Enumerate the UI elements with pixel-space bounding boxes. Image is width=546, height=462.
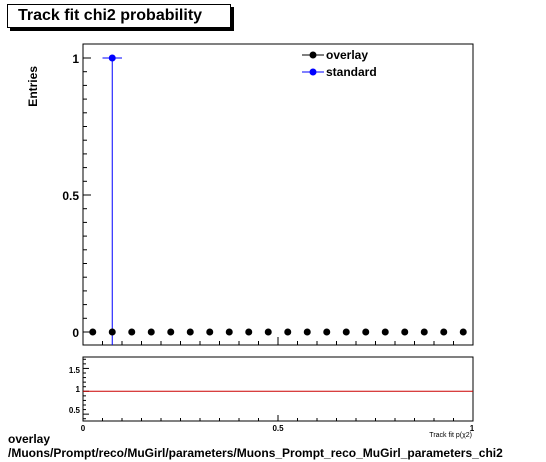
overlay-point [147, 328, 155, 336]
legend-label-overlay: overlay [326, 48, 368, 62]
main-axis-ticks [82, 57, 474, 345]
caption-line-1: overlay [8, 432, 51, 446]
y-tick-label-0-5: 0.5 [62, 189, 79, 203]
chart-title: Track fit chi2 probability [18, 7, 203, 24]
overlay-point [303, 328, 311, 336]
y-tick-label-0: 0 [72, 326, 79, 340]
main-plot-frame [82, 43, 474, 346]
overlay-point [284, 328, 292, 336]
ratio-y-tick-label-0-5: 0.5 [69, 406, 81, 415]
overlay-point [381, 328, 389, 336]
overlay-point [459, 328, 467, 336]
overlay-point [420, 328, 428, 336]
overlay-point [264, 328, 272, 336]
x-tick-label-1: 1 [470, 424, 475, 433]
legend-label-standard: standard [326, 65, 377, 79]
overlay-point [225, 328, 233, 336]
caption-line-2: /Muons/Prompt/reco/MuGirl/parameters/Muo… [8, 446, 503, 460]
overlay-point [128, 328, 136, 336]
y-axis-label: Entries [26, 66, 40, 107]
overlay-point [206, 328, 214, 336]
y-tick-label-1: 1 [72, 52, 79, 66]
overlay-point [167, 328, 175, 336]
ratio-plot-frame [82, 356, 474, 422]
overlay-point [245, 328, 253, 336]
overlay-point [323, 328, 331, 336]
standard-point [108, 54, 116, 62]
data-marks [83, 54, 473, 392]
overlay-point [342, 328, 350, 336]
x-tick-label-0: 0 [81, 424, 86, 433]
overlay-point [89, 328, 97, 336]
ratio-y-tick-label-1: 1 [76, 385, 81, 394]
x-axis-label: Track fit p(χ2) [429, 432, 472, 439]
overlay-point [108, 328, 116, 336]
legend-marker-overlay [309, 51, 317, 59]
overlay-point [186, 328, 194, 336]
overlay-point [401, 328, 409, 336]
overlay-point [362, 328, 370, 336]
chart-title-box: Track fit chi2 probability [7, 4, 231, 28]
legend: overlay standard [302, 48, 377, 79]
x-tick-label-0-5: 0.5 [272, 424, 284, 433]
ratio-y-tick-label-1-5: 1.5 [69, 366, 81, 375]
overlay-point [440, 328, 448, 336]
legend-marker-standard [309, 68, 317, 76]
